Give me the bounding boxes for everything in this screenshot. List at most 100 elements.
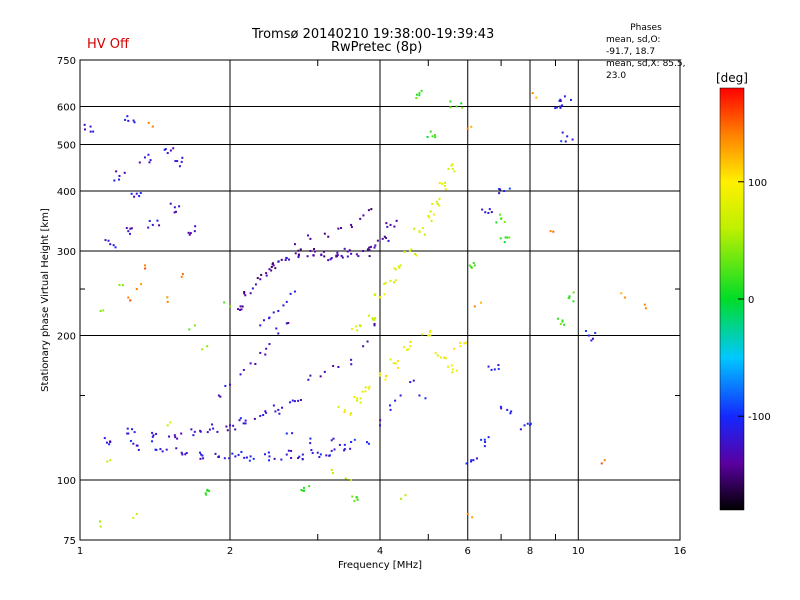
data-point	[202, 457, 205, 460]
data-point	[359, 397, 362, 400]
data-point	[219, 395, 222, 398]
data-point	[205, 493, 208, 496]
data-point	[287, 321, 290, 324]
data-point	[314, 250, 317, 253]
data-point	[385, 237, 388, 240]
data-point	[178, 205, 181, 208]
data-point	[414, 252, 417, 255]
x-tick-label: 10	[572, 546, 585, 557]
data-point	[198, 451, 201, 454]
data-point	[470, 266, 473, 269]
phase-o-stats: mean, sd,O: -91.7, 18.7	[606, 35, 661, 57]
data-point	[158, 224, 161, 227]
data-point	[350, 327, 353, 330]
data-point	[224, 384, 227, 387]
data-point	[450, 164, 453, 167]
data-point	[340, 227, 343, 230]
chart-subtitle: RwPretec (8p)	[331, 40, 423, 55]
data-point	[151, 125, 154, 128]
data-point	[174, 160, 177, 163]
data-point	[488, 208, 491, 211]
data-point	[319, 375, 322, 378]
data-point	[277, 408, 280, 411]
data-point	[147, 153, 150, 156]
data-point	[126, 115, 129, 118]
data-point	[319, 453, 322, 456]
data-point	[341, 256, 344, 259]
data-point	[510, 410, 513, 413]
data-point	[373, 318, 376, 321]
data-point	[449, 100, 452, 103]
data-point	[106, 460, 109, 463]
data-point	[644, 307, 647, 310]
data-point	[337, 227, 340, 230]
data-point	[554, 107, 557, 110]
data-point	[559, 98, 562, 101]
data-point	[174, 436, 177, 439]
data-point	[268, 459, 271, 462]
data-point	[274, 410, 277, 413]
data-point	[262, 414, 265, 417]
data-point	[362, 214, 365, 217]
data-point	[89, 130, 92, 133]
data-point	[465, 341, 468, 344]
data-point	[263, 453, 266, 456]
data-point	[83, 128, 86, 131]
data-point	[126, 432, 129, 435]
data-point	[402, 346, 405, 349]
data-point	[399, 394, 402, 397]
data-point	[438, 181, 441, 184]
data-point	[591, 337, 594, 340]
data-point	[268, 343, 271, 346]
data-point	[259, 414, 262, 417]
data-point	[199, 457, 202, 460]
data-point	[105, 441, 108, 444]
data-point	[242, 368, 245, 371]
data-point	[184, 453, 187, 456]
data-point	[176, 437, 179, 440]
data-point	[99, 525, 102, 528]
data-point	[147, 226, 150, 229]
data-point	[239, 305, 242, 308]
data-point	[178, 165, 181, 168]
data-point	[277, 332, 280, 335]
data-point	[409, 250, 412, 253]
data-point	[291, 399, 294, 402]
data-point	[560, 140, 563, 143]
data-point	[499, 405, 502, 408]
data-point	[336, 251, 339, 254]
data-point	[451, 163, 454, 166]
data-point	[135, 512, 138, 515]
data-point	[561, 319, 564, 322]
data-point	[455, 105, 458, 108]
data-point	[500, 407, 503, 410]
data-point	[201, 348, 204, 351]
data-point	[325, 454, 328, 457]
data-point	[137, 448, 140, 451]
data-point	[135, 192, 138, 195]
data-point	[231, 452, 234, 455]
data-point	[407, 348, 410, 351]
data-point	[444, 357, 447, 360]
data-point	[561, 320, 564, 323]
data-point	[415, 93, 418, 96]
data-point	[400, 497, 403, 500]
data-point	[118, 174, 121, 177]
data-point	[243, 290, 246, 293]
y-tick-label: 400	[57, 187, 76, 198]
data-point	[431, 202, 434, 205]
y-tick-label: 750	[57, 56, 76, 67]
data-point	[127, 432, 130, 435]
data-point	[256, 277, 259, 280]
data-point	[234, 455, 237, 458]
data-point	[490, 368, 493, 371]
colorbar-tick-label: 0	[748, 295, 754, 306]
data-point	[379, 419, 382, 422]
data-point	[350, 441, 353, 444]
data-point	[439, 356, 442, 359]
data-point	[470, 459, 473, 462]
data-point	[344, 477, 347, 480]
data-point	[366, 340, 369, 343]
data-point	[187, 231, 190, 234]
data-point	[259, 351, 262, 354]
